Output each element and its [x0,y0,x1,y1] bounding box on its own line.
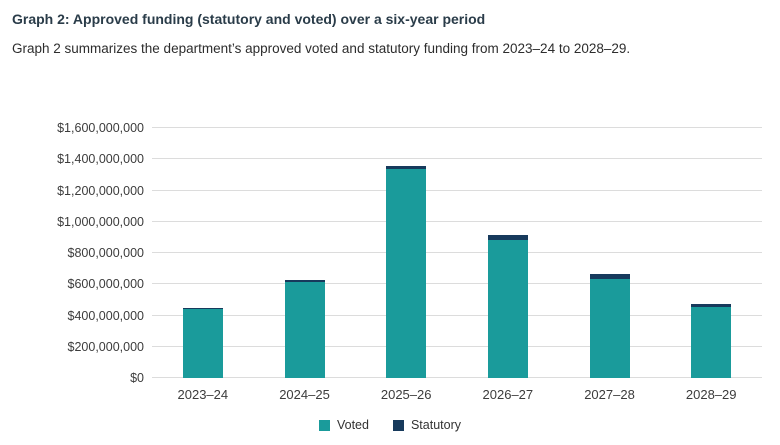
y-axis: $0 $200,000,000 $400,000,000 $600,000,000 $8… [12,121,152,385]
bar-segment-statutory [589,274,630,279]
y-tick-label: $1,000,000,000 [57,214,144,229]
y-tick-label: $1,400,000,000 [57,152,144,167]
legend-item-voted: Voted [318,418,369,432]
bar-stack [182,128,223,378]
bar-stack [691,128,732,378]
plot-area [152,127,762,378]
y-tick-label: $1,200,000,000 [57,183,144,198]
page-title: Graph 2: Approved funding (statutory and… [12,11,486,27]
bar-group [660,128,762,378]
y-tick-label: $600,000,000 [67,277,144,292]
bar-stack [589,128,630,378]
x-axis: 2023–24 2024–25 2025–26 2026–27 2027–28 2028–… [152,387,762,402]
y-tick-label: $0 [130,371,144,385]
legend-swatch-voted-icon [318,419,330,431]
x-tick-label: 2024–25 [279,387,330,402]
legend-swatch-statutory-icon [392,419,404,431]
bar-segment-voted [386,168,427,378]
chart-body: $0 $200,000,000 $400,000,000 $600,000,000 $8… [12,121,768,385]
gridline [152,252,762,253]
legend: Voted Statutory [12,418,768,432]
bar-segment-voted [487,240,528,378]
bars-container [152,128,762,378]
y-tick-label: $1,600,000,000 [57,121,144,135]
bar-segment-voted [182,309,223,378]
bar-segment-statutory [691,303,732,307]
bar-segment-statutory [487,235,528,241]
legend-label-statutory: Statutory [410,418,461,432]
bar-segment-voted [691,306,732,378]
bar-stack [487,128,528,378]
gridline [152,377,762,378]
y-tick-label: $200,000,000 [67,339,144,354]
gridline [152,158,762,160]
x-tick-label: 2026–27 [482,387,534,402]
y-tick-label: $400,000,000 [67,308,144,323]
gridline [152,220,762,222]
x-tick-label: 2025–26 [380,387,432,402]
bar-stack [386,128,427,378]
bar-stack [284,128,325,378]
x-tick-label: 2027–28 [584,387,635,402]
bar-group [457,128,559,378]
bar-segment-statutory [284,280,325,283]
x-tick-label: 2028–29 [685,387,737,402]
gridline [152,283,762,285]
page-subtitle: Graph 2 summarizes the department’s appr… [12,41,631,56]
bar-group [152,128,254,378]
bar-segment-voted [589,278,630,378]
gridline [152,314,762,316]
gridline [152,127,762,128]
gridline [152,189,762,191]
x-tick-label: 2023–24 [177,387,229,402]
y-tick-label: $800,000,000 [67,246,144,260]
legend-label-voted: Voted [336,418,369,432]
funding-bar-chart: $0 $200,000,000 $400,000,000 $600,000,000 $8… [12,121,768,432]
legend-item-statutory: Statutory [392,418,461,432]
bar-segment-voted [284,282,325,378]
gridline [152,345,762,347]
bar-segment-statutory [386,165,427,169]
bar-group [559,128,661,378]
bar-segment-statutory [182,307,223,310]
bar-group [355,128,457,378]
bar-group [254,128,356,378]
